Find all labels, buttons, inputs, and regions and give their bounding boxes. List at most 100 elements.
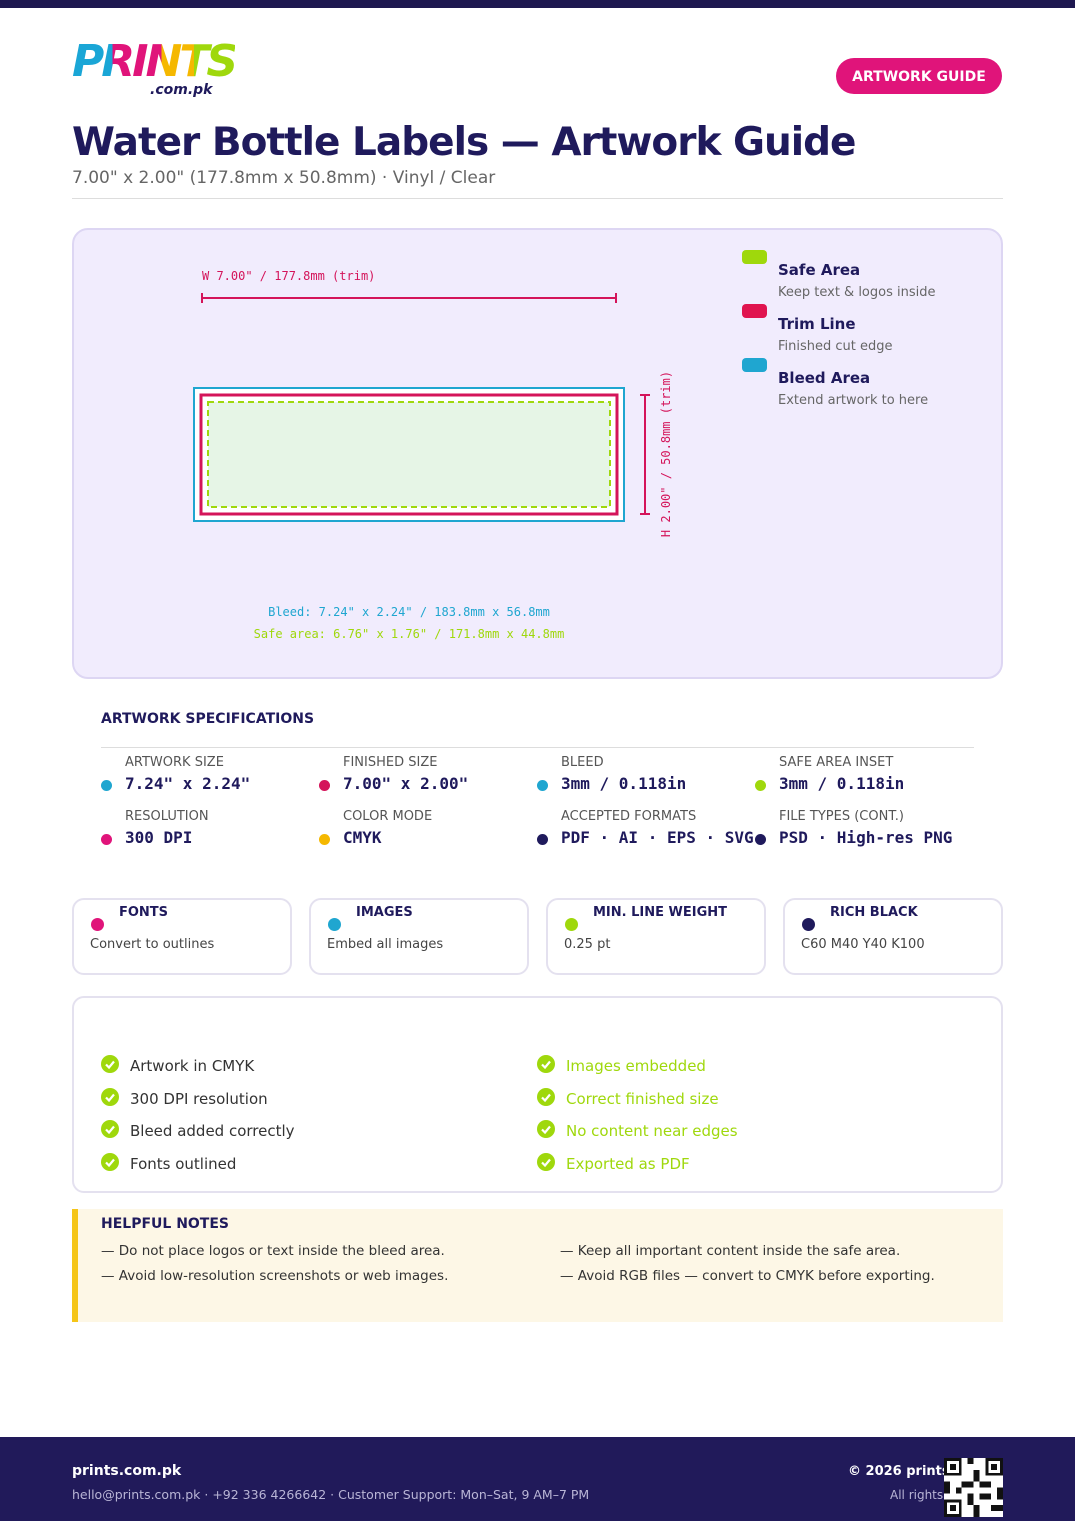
footer-contact: hello@prints.com.pk · +92 336 4266642 · …: [72, 1487, 590, 1502]
check-icon: [537, 1055, 555, 1073]
diagram: W 7.00" / 177.8mm (trim) H 2.00" / 50.8m…: [193, 269, 673, 641]
spec-value: CMYK: [343, 828, 382, 847]
bleed-note: Bleed: 7.24" x 2.24" / 183.8mm x 56.8mm: [268, 605, 550, 619]
notes-panel: [72, 1209, 1003, 1322]
check-mark: [541, 1093, 551, 1102]
subtitle: 7.00" x 2.00" (177.8mm x 50.8mm) · Vinyl…: [72, 168, 496, 188]
spec-label: ACCEPTED FORMATS: [561, 809, 697, 824]
spec-value: 7.24" x 2.24": [125, 774, 251, 793]
note: — Avoid RGB files — convert to CMYK befo…: [560, 1268, 935, 1284]
safe-note: Safe area: 6.76" x 1.76" / 171.8mm x 44.…: [254, 627, 565, 641]
qr-code: [944, 1458, 1003, 1517]
badge: ARTWORK GUIDE: [836, 58, 1002, 94]
card-text: Embed all images: [327, 937, 444, 952]
card: [546, 898, 766, 975]
check-mark: [105, 1158, 115, 1168]
card-dot: [328, 918, 341, 931]
spec-value: 300 DPI: [125, 828, 193, 847]
card-dot: [802, 918, 815, 931]
top-bar: [0, 0, 1075, 8]
footer-copyright: © 2026 prints: [848, 1464, 950, 1479]
spec-label: BLEED: [561, 755, 604, 770]
check-text: Fonts outlined: [130, 1155, 237, 1174]
legend-desc: Keep text & logos inside: [778, 285, 936, 300]
specs-title: ARTWORK SPECIFICATIONS: [101, 711, 315, 727]
card: [783, 898, 1003, 975]
spec-dot: [101, 834, 112, 845]
legend-title: Bleed Area: [778, 369, 871, 387]
card-dot: [565, 918, 578, 931]
check-text: Bleed added correctly: [130, 1122, 295, 1141]
card-text: C60 M40 Y40 K100: [801, 937, 925, 952]
title: Water Bottle Labels — Artwork Guide: [72, 120, 856, 165]
legend-title: Safe Area: [778, 261, 861, 279]
spec-value: PSD · High-res PNG: [779, 828, 953, 847]
legend-desc: Extend artwork to here: [778, 393, 929, 408]
footer-rights: All rights: [890, 1488, 944, 1502]
spec-label: FINISHED SIZE: [343, 755, 438, 770]
footer: prints.com.pk hello@prints.com.pk · +92 …: [0, 1437, 1075, 1521]
check-text: 300 DPI resolution: [130, 1089, 268, 1108]
check-text: No content near edges: [566, 1122, 738, 1141]
card-text: Convert to outlines: [90, 937, 215, 952]
safe-rect: [207, 401, 611, 508]
divider: [101, 747, 974, 748]
spec-value: 7.00" x 2.00": [343, 774, 469, 793]
check-text: Correct finished size: [566, 1089, 719, 1108]
spec-dot: [755, 780, 766, 791]
card-title: RICH BLACK: [830, 905, 918, 920]
check-mark: [541, 1126, 551, 1135]
card-text: 0.25 pt: [564, 937, 611, 952]
check-icon: [537, 1087, 555, 1106]
legend-desc: Finished cut edge: [778, 339, 893, 354]
note: — Avoid low-resolution screenshots or we…: [101, 1268, 449, 1284]
card-title: FONTS: [119, 905, 169, 920]
check-mark: [541, 1060, 551, 1070]
spec-dot: [101, 780, 112, 791]
spec-label: RESOLUTION: [125, 809, 209, 824]
check-text: Exported as PDF: [566, 1155, 690, 1174]
footer-site: prints.com.pk: [72, 1463, 182, 1479]
card: [309, 898, 529, 975]
width-label: W 7.00" / 177.8mm (trim): [202, 269, 375, 283]
logo: PRINTS: [72, 36, 238, 87]
spec-dot: [319, 834, 330, 845]
spec-label: ARTWORK SIZE: [125, 755, 224, 770]
spec-label: COLOR MODE: [343, 809, 433, 824]
check-icon: [537, 1120, 555, 1139]
check-mark: [541, 1158, 551, 1168]
check-icon: [101, 1120, 119, 1139]
check-text: Images embedded: [566, 1057, 706, 1075]
spec-dot: [755, 834, 766, 845]
spec-label: SAFE AREA INSET: [779, 755, 894, 770]
check-mark: [105, 1060, 115, 1070]
height-label: H 2.00" / 50.8mm (trim): [659, 371, 673, 537]
legend-swatch: [742, 250, 767, 264]
card-title: MIN. LINE WEIGHT: [593, 905, 727, 920]
check-icon: [101, 1055, 119, 1073]
diagram-panel: W 7.00" / 177.8mm (trim) H 2.00" / 50.8m…: [72, 228, 1003, 679]
check-mark: [105, 1093, 115, 1102]
check-icon: [101, 1087, 119, 1106]
check-icon: [537, 1153, 555, 1172]
spec-value: 3mm / 0.118in: [561, 774, 687, 793]
check-mark: [105, 1126, 115, 1135]
spec-value: PDF · AI · EPS · SVG: [561, 828, 754, 847]
card: [72, 898, 292, 975]
card-title: IMAGES: [356, 905, 413, 920]
spec-dot: [319, 780, 330, 791]
check-icon: [101, 1153, 119, 1172]
legend-swatch: [742, 358, 767, 372]
spec-value: 3mm / 0.118in: [779, 774, 905, 793]
logo-sub: .com.pk: [150, 82, 213, 98]
notes-title: HELPFUL NOTES: [101, 1216, 230, 1232]
spec-dot: [537, 780, 548, 791]
spec-dot: [537, 834, 548, 845]
legend-swatch: [742, 304, 767, 318]
note: — Keep all important content inside the …: [560, 1243, 901, 1259]
check-text: Artwork in CMYK: [130, 1057, 255, 1075]
card-dot: [91, 918, 104, 931]
legend-title: Trim Line: [778, 315, 856, 333]
note: — Do not place logos or text inside the …: [101, 1243, 445, 1259]
